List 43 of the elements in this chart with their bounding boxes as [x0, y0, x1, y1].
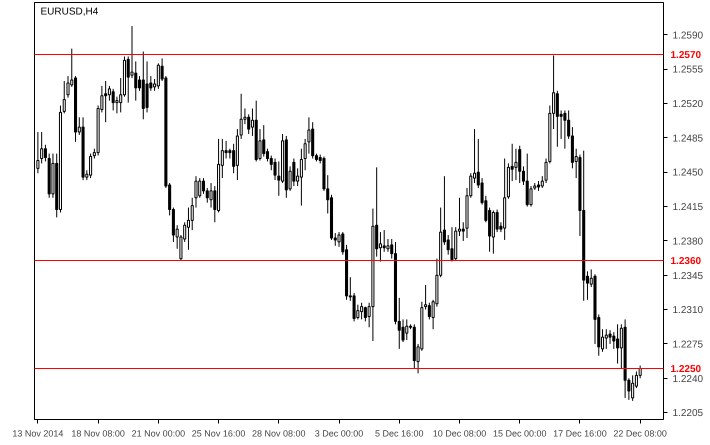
x-tick-label: 21 Nov 00:00	[132, 428, 186, 438]
y-tick-label: 1.2555	[672, 64, 704, 76]
candlestick	[582, 150, 586, 302]
candlestick	[146, 60, 149, 113]
candlestick	[210, 182, 213, 208]
y-tick-label: 1.2310	[672, 305, 704, 316]
x-tick-label: 3 Dec 00:00	[314, 428, 364, 438]
candlestick	[371, 208, 374, 342]
y-tick-label: 1.2485	[672, 133, 704, 144]
candlestick	[503, 158, 506, 240]
x-tick-label: 18 Nov 08:00	[71, 428, 125, 438]
candlestick	[604, 328, 608, 350]
y-tick-label: 1.2450	[672, 168, 704, 179]
y-tick-label: 1.2590	[672, 30, 704, 42]
y-tick-label: 1.2520	[672, 99, 704, 110]
x-tick-label: 5 Dec 16:00	[374, 428, 424, 438]
candlestick	[134, 60, 138, 102]
candlestick	[624, 318, 627, 398]
chart-title: EURUSD,H4	[40, 6, 99, 18]
x-tick-label: 15 Dec 00:00	[492, 428, 546, 438]
y-tick-label: 1.2275	[672, 339, 704, 350]
x-tick-label: 22 Dec 08:00	[613, 428, 667, 438]
y-tick-label: 1.2380	[672, 236, 704, 248]
candlestick	[307, 116, 310, 154]
candlestick	[405, 318, 408, 341]
candlestick	[514, 148, 518, 181]
ref-line-label: 1.2250	[670, 364, 702, 375]
x-tick-label: 25 Nov 16:00	[192, 428, 246, 438]
ref-line-label: 1.2570	[670, 50, 702, 61]
x-tick-label: 28 Nov 08:00	[252, 428, 306, 438]
candlestick	[142, 51, 145, 120]
x-tick-label: 17 Dec 16:00	[553, 428, 607, 438]
candlestick	[186, 207, 190, 250]
y-tick-label: 1.2415	[672, 202, 704, 214]
ref-line-label: 1.2360	[670, 256, 702, 268]
candlestick	[616, 324, 620, 364]
x-tick-label: 10 Dec 08:00	[432, 428, 486, 438]
y-tick-label: 1.2240	[672, 374, 704, 385]
y-tick-label: 1.2345	[672, 270, 704, 282]
candlestick	[190, 197, 194, 231]
x-tick-label: 13 Nov 2014	[12, 428, 64, 438]
y-tick-label: 1.2205	[672, 408, 704, 420]
candlestick	[104, 80, 108, 123]
